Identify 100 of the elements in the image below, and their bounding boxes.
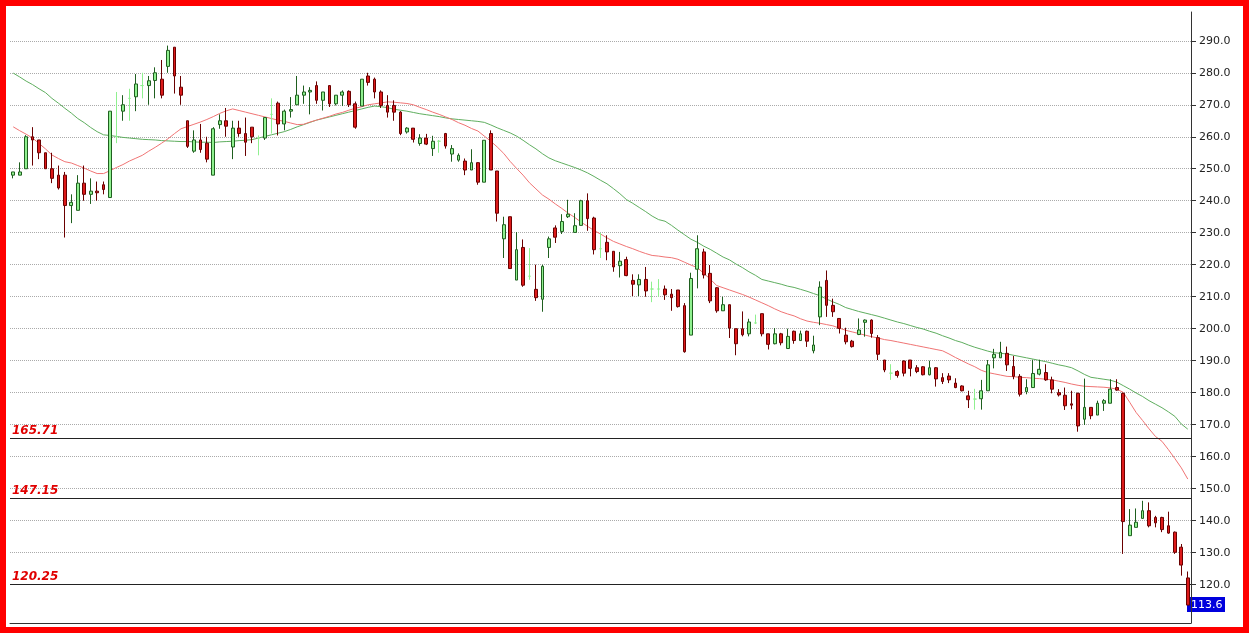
- candlestick: [308, 86, 312, 115]
- candlestick: [702, 248, 706, 279]
- y-tick-label: 220.0: [1199, 258, 1231, 272]
- candlestick: [528, 247, 531, 281]
- candlestick: [108, 110, 112, 199]
- candlestick: [1186, 571, 1190, 606]
- candlestick: [734, 328, 738, 356]
- candlestick: [340, 89, 344, 107]
- candlestick: [605, 234, 609, 261]
- candlestick: [908, 359, 912, 377]
- y-tick-label: 230.0: [1199, 226, 1231, 240]
- candlestick: [599, 232, 602, 259]
- candlestick: [1108, 378, 1112, 404]
- candlestick: [192, 129, 196, 154]
- candlestick: [1179, 543, 1183, 577]
- candlestick: [160, 59, 164, 99]
- candlestick: [489, 129, 493, 171]
- candlestick: [140, 72, 144, 99]
- y-tick-label: 170.0: [1199, 418, 1231, 432]
- candlestick: [941, 372, 944, 385]
- candlestick: [876, 334, 880, 361]
- candlestick: [24, 134, 28, 170]
- candlestick: [663, 285, 667, 301]
- candlestick: [231, 120, 235, 160]
- y-tick-label: 200.0: [1199, 322, 1231, 336]
- candlestick: [844, 327, 848, 345]
- candlestick: [166, 45, 170, 74]
- candlestick: [95, 181, 99, 202]
- candlestick: [257, 134, 260, 156]
- candlestick: [1173, 531, 1177, 555]
- candlestick: [373, 77, 376, 99]
- candlestick: [1141, 500, 1144, 519]
- candlestick: [992, 348, 996, 369]
- candlestick: [276, 101, 280, 136]
- candlestick: [69, 193, 73, 224]
- ref-line-label: 120.25: [12, 568, 59, 583]
- candlestick: [1102, 398, 1106, 412]
- candlestick: [115, 91, 118, 144]
- candlestick: [566, 199, 570, 219]
- candlestick: [482, 139, 486, 183]
- candlestick: [1031, 359, 1035, 389]
- candlestick: [773, 327, 777, 345]
- candlestick: [676, 289, 680, 309]
- y-tick-label: 130.0: [1199, 546, 1231, 560]
- candlestick: [224, 107, 228, 138]
- candlestick: [1147, 501, 1151, 528]
- candlestick: [670, 288, 673, 312]
- candlestick: [579, 199, 583, 226]
- candlestick: [689, 272, 693, 336]
- y-tick-label: 210.0: [1199, 290, 1231, 304]
- candlestick: [450, 144, 454, 163]
- candlestick: [560, 213, 564, 235]
- y-tick-label: 240.0: [1199, 194, 1231, 208]
- candlestick: [928, 360, 931, 376]
- candlestick: [921, 365, 925, 376]
- candlestick: [973, 388, 977, 411]
- ref-line-label: 165.71: [12, 423, 59, 438]
- candlestick: [515, 231, 518, 281]
- candlestick: [444, 132, 447, 150]
- candlestick: [1089, 406, 1093, 420]
- candlestick: [289, 96, 293, 119]
- candlestick: [728, 304, 731, 339]
- candlestick: [57, 165, 60, 191]
- candlestick: [831, 298, 835, 318]
- candlestick: [547, 236, 551, 259]
- candlestick: [495, 170, 499, 223]
- candlestick: [857, 317, 861, 336]
- candlestick: [1096, 400, 1099, 416]
- candlestick: [741, 310, 744, 337]
- candlestick: [553, 224, 557, 244]
- candlestick: [1076, 392, 1080, 433]
- candlestick: [63, 171, 67, 239]
- candlestick: [366, 72, 370, 87]
- candlestick: [1012, 355, 1015, 380]
- candlestick: [250, 126, 254, 144]
- candlestick: [270, 97, 273, 135]
- candlestick: [618, 251, 622, 279]
- candlestick: [76, 174, 80, 211]
- candlestick: [399, 110, 402, 136]
- candlestick: [379, 89, 383, 109]
- candlestick: [392, 99, 396, 122]
- y-tick-label: 160.0: [1199, 450, 1231, 464]
- candlestick: [128, 88, 131, 122]
- candlestick: [1005, 346, 1009, 372]
- candlestick: [199, 123, 202, 154]
- y-tick-label: 290.0: [1199, 34, 1231, 48]
- candlestick: [715, 286, 719, 314]
- candlestick: [179, 75, 183, 106]
- candlestick: [237, 120, 241, 138]
- candlestick: [934, 366, 938, 388]
- candlestick: [431, 135, 435, 157]
- candlestick: [411, 127, 415, 144]
- candlestick: [954, 377, 957, 389]
- candlestick: [147, 75, 151, 106]
- candlestick: [360, 78, 364, 107]
- candlestick: [863, 318, 867, 338]
- candlestick: [960, 384, 964, 392]
- candlestick: [825, 269, 828, 318]
- candlestick: [102, 181, 105, 195]
- candlestick: [766, 333, 770, 350]
